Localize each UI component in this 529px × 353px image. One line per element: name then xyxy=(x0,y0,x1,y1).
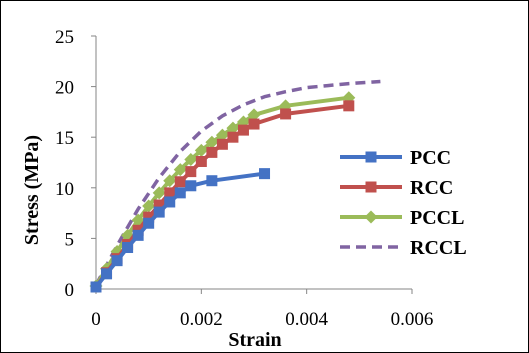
axes: 0 5 10 15 20 25 0 0.002 0.004 0.006 xyxy=(55,27,433,330)
data-point-pcc xyxy=(143,217,155,229)
legend-entry-pccl: PCCL xyxy=(340,207,464,229)
x-axis-title: Strain xyxy=(228,329,281,351)
series-line-pccl xyxy=(94,95,350,288)
data-point-rcc xyxy=(206,146,218,158)
data-point-rcc xyxy=(185,166,197,178)
legend-entry-rccl: RCCL xyxy=(340,237,467,259)
data-point-pcc xyxy=(101,268,113,280)
data-point-pccl xyxy=(163,174,177,188)
data-point-pccl xyxy=(236,115,250,129)
data-point-pccl xyxy=(247,108,261,122)
data-point-rcc xyxy=(153,199,165,211)
data-point-pcc xyxy=(132,229,144,241)
data-point-rcc xyxy=(280,108,292,120)
data-point-rcc xyxy=(248,118,260,130)
data-point-pcc xyxy=(153,206,165,218)
data-point-rcc xyxy=(237,124,249,136)
data-point-rcc xyxy=(164,187,176,199)
data-point-pccl xyxy=(215,128,229,142)
legend-label-rccl: RCCL xyxy=(410,237,467,259)
legend-label-pccl: PCCL xyxy=(410,207,464,229)
data-point-pcc xyxy=(90,281,102,293)
x-tick-label: 0.006 xyxy=(391,309,434,330)
data-point-pcc xyxy=(164,196,176,208)
legend: PCC RCC PCCL RCCL xyxy=(340,147,467,259)
data-point-pccl xyxy=(173,163,187,177)
legend-marker-pccl xyxy=(364,210,378,224)
data-point-pccl xyxy=(142,199,156,213)
x-tick-label: 0.002 xyxy=(180,309,223,330)
data-point-pccl xyxy=(226,121,240,135)
data-point-pccl xyxy=(194,143,208,157)
y-axis-title: Stress (MPa) xyxy=(21,135,43,245)
series-pcc xyxy=(90,168,271,293)
data-point-pcc xyxy=(259,168,271,180)
legend-entry-rcc: RCC xyxy=(340,177,453,199)
y-tick-label: 5 xyxy=(65,229,75,250)
data-point-rcc xyxy=(216,138,228,150)
y-tick-label: 10 xyxy=(55,179,74,200)
data-point-pcc xyxy=(122,242,134,254)
y-tick-label: 25 xyxy=(55,27,74,48)
legend-entry-pcc: PCC xyxy=(340,147,451,169)
data-point-pcc xyxy=(111,255,123,267)
x-tick-label: 0 xyxy=(91,309,101,330)
series-pccl xyxy=(89,91,356,293)
data-point-pccl xyxy=(152,186,166,200)
data-point-pcc xyxy=(174,187,186,199)
data-point-rcc xyxy=(227,131,239,143)
data-point-rcc xyxy=(343,100,355,112)
data-point-pccl xyxy=(205,135,219,149)
series-layer xyxy=(89,79,381,293)
data-point-pcc xyxy=(185,180,197,192)
data-point-pcc xyxy=(206,175,218,187)
legend-marker-rcc xyxy=(365,181,377,193)
data-point-pccl xyxy=(121,228,135,242)
data-point-pccl xyxy=(184,152,198,166)
legend-marker-pcc xyxy=(365,151,377,163)
legend-label-rcc: RCC xyxy=(410,177,453,199)
x-tick-label: 0.004 xyxy=(285,309,328,330)
series-line-rccl xyxy=(94,79,381,286)
data-point-rcc xyxy=(195,155,207,167)
y-tick-label: 15 xyxy=(55,128,74,149)
y-tick-label: 20 xyxy=(55,78,74,99)
data-point-rcc xyxy=(143,211,155,223)
legend-label-pcc: PCC xyxy=(410,147,451,169)
data-point-rcc xyxy=(174,176,186,188)
y-tick-label: 0 xyxy=(65,280,75,301)
series-rccl xyxy=(94,79,381,286)
